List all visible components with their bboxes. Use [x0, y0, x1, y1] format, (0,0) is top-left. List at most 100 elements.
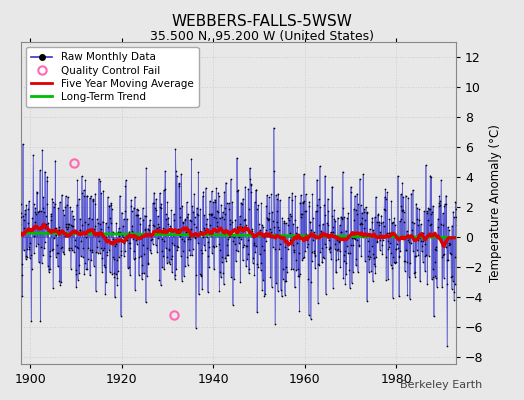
Point — [343, 243, 351, 250]
Point — [259, 224, 267, 231]
Point — [392, 246, 400, 252]
Point — [440, 274, 448, 281]
Point — [316, 249, 324, 255]
Point — [94, 233, 102, 240]
Point — [191, 324, 200, 331]
Point — [336, 264, 344, 270]
Point — [286, 211, 294, 218]
Point — [146, 230, 155, 236]
Point — [340, 257, 348, 264]
Point — [390, 215, 399, 221]
Point — [133, 206, 141, 212]
Point — [446, 235, 455, 241]
Point — [187, 156, 195, 162]
Point — [50, 235, 58, 242]
Point — [451, 254, 460, 260]
Point — [439, 210, 447, 217]
Point — [435, 198, 444, 204]
Point — [7, 170, 15, 176]
Point — [43, 178, 51, 185]
Point — [154, 213, 162, 219]
Point — [442, 192, 450, 199]
Point — [211, 243, 220, 249]
Point — [353, 236, 362, 243]
Point — [325, 237, 333, 243]
Point — [41, 168, 49, 175]
Point — [130, 248, 138, 254]
Point — [216, 269, 224, 276]
Point — [452, 206, 460, 213]
Point — [236, 278, 245, 285]
Point — [122, 177, 130, 184]
Point — [372, 253, 380, 260]
Point — [240, 217, 248, 223]
Point — [31, 205, 40, 211]
Point — [302, 208, 310, 214]
Point — [309, 214, 317, 221]
Point — [78, 222, 86, 228]
Point — [183, 254, 191, 260]
Point — [373, 239, 381, 245]
Point — [216, 247, 225, 253]
Point — [112, 220, 121, 226]
Point — [35, 259, 43, 265]
Point — [115, 233, 124, 240]
Point — [80, 270, 89, 277]
Point — [220, 189, 228, 195]
Point — [204, 239, 212, 246]
Point — [271, 192, 280, 199]
Point — [158, 264, 166, 270]
Point — [93, 243, 102, 250]
Point — [124, 240, 133, 246]
Point — [357, 210, 366, 216]
Point — [320, 202, 329, 208]
Point — [118, 223, 127, 230]
Point — [369, 255, 378, 261]
Point — [269, 244, 277, 250]
Point — [134, 212, 143, 218]
Point — [242, 263, 250, 270]
Point — [322, 290, 330, 297]
Point — [388, 265, 396, 271]
Point — [442, 201, 451, 207]
Point — [4, 196, 13, 202]
Point — [26, 228, 35, 234]
Point — [451, 199, 460, 205]
Point — [192, 224, 201, 230]
Point — [89, 196, 97, 202]
Point — [430, 233, 438, 240]
Point — [316, 230, 325, 236]
Point — [26, 240, 34, 247]
Point — [301, 191, 310, 197]
Point — [362, 204, 370, 210]
Point — [81, 177, 90, 184]
Point — [395, 293, 403, 300]
Point — [165, 246, 173, 252]
Point — [212, 214, 220, 221]
Point — [180, 272, 188, 279]
Point — [174, 180, 183, 186]
Point — [93, 216, 101, 222]
Point — [293, 266, 302, 272]
Point — [431, 246, 439, 252]
Point — [299, 200, 308, 206]
Point — [129, 230, 137, 236]
Point — [388, 294, 397, 301]
Point — [298, 199, 307, 206]
Point — [339, 275, 347, 281]
Point — [188, 252, 196, 259]
Point — [253, 206, 261, 212]
Point — [443, 342, 451, 349]
Point — [185, 217, 194, 223]
Point — [106, 215, 114, 222]
Point — [71, 266, 80, 273]
Point — [173, 244, 182, 250]
Point — [377, 220, 385, 226]
Point — [182, 228, 190, 235]
Point — [131, 286, 139, 293]
Point — [406, 260, 414, 266]
Point — [58, 249, 67, 255]
Point — [223, 252, 232, 258]
Point — [6, 227, 15, 233]
Point — [129, 256, 138, 262]
